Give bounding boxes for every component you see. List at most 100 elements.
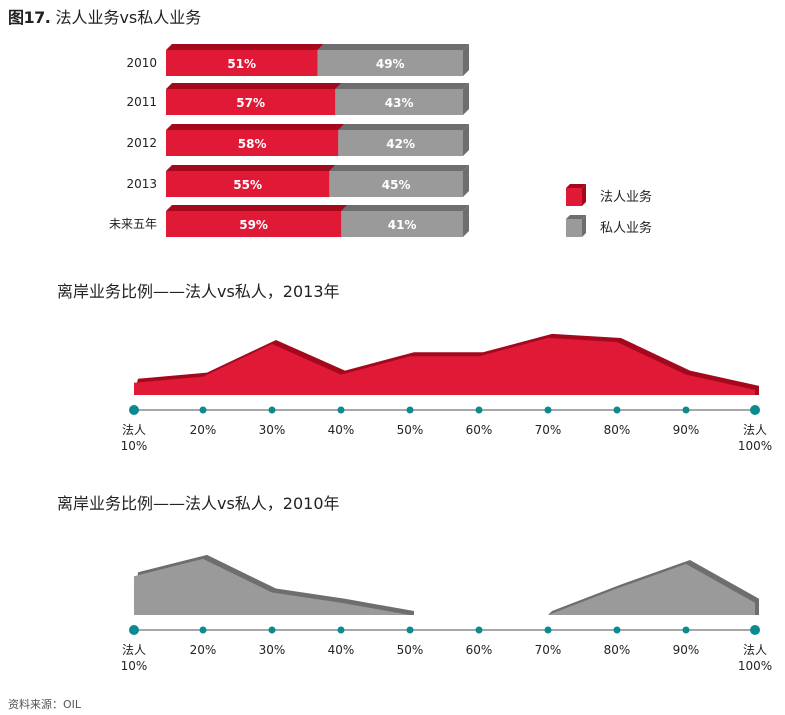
- bar-segment-top: [329, 165, 469, 171]
- axis-tick-label: 100%: [738, 439, 772, 453]
- axis-tick-dot: [682, 626, 690, 634]
- axis-tick-dot: [750, 405, 760, 415]
- bar-segment-side: [463, 205, 469, 237]
- bar-data-label: 41%: [388, 218, 417, 232]
- source-note: 资料来源：OIL: [8, 698, 82, 711]
- axis-tick-label: 80%: [604, 423, 631, 437]
- axis-tick-dot: [406, 626, 414, 634]
- legend-swatch-top: [566, 184, 586, 188]
- bar-segment-corporate: [166, 130, 339, 156]
- axis-tick-dot: [337, 626, 345, 634]
- bar-category-label: 2012: [126, 136, 157, 150]
- axis-tick-label: 60%: [466, 643, 493, 657]
- bar-segment-top: [341, 205, 469, 211]
- axis-tick-dot: [268, 626, 276, 634]
- axis-tick-label: 90%: [673, 423, 700, 437]
- bar-data-label: 51%: [227, 57, 256, 71]
- bar-data-label: 55%: [233, 178, 262, 192]
- legend-swatch-side: [582, 184, 586, 206]
- axis-tick-dot: [199, 406, 207, 414]
- bar-data-label: 57%: [236, 96, 265, 110]
- bar-category-label: 未来五年: [109, 217, 157, 231]
- axis-tick-label: 90%: [673, 643, 700, 657]
- axis-tick-dot: [406, 406, 414, 414]
- stacked-bar-chart: 2010 51% 49% 2011 57% 43% 2012 58% 42% 2013 55% 45%…: [109, 44, 652, 237]
- axis-tick-label: 40%: [328, 423, 355, 437]
- axis-tick-label: 70%: [535, 643, 562, 657]
- bar-segment-corporate: [166, 211, 342, 237]
- axis-tick-label: 10%: [121, 439, 148, 453]
- figure-title: 图17. 法人业务vs私人业务: [8, 4, 201, 28]
- area-chart-2013-title: 离岸业务比例——法人vs私人，2013年: [57, 282, 340, 301]
- bar-segment-top: [166, 165, 336, 171]
- axis-tick-label: 50%: [397, 643, 424, 657]
- legend-swatch-corporate: [566, 188, 582, 206]
- bar-category-label: 2013: [126, 177, 157, 191]
- axis-tick-label: 60%: [466, 423, 493, 437]
- bar-segment-side: [463, 165, 469, 197]
- area-chart-2010-title: 离岸业务比例——法人vs私人，2010年: [57, 494, 340, 513]
- bar-data-label: 42%: [386, 137, 415, 151]
- axis-tick-dot: [544, 626, 552, 634]
- bar-segment-top: [166, 83, 342, 89]
- axis-tick-dot: [682, 406, 690, 414]
- area-fill: [134, 337, 755, 395]
- bar-data-label: 45%: [382, 178, 411, 192]
- bar-segment-corporate: [166, 171, 330, 197]
- axis-tick-label: 100%: [738, 659, 772, 673]
- bar-segment-private: [335, 89, 463, 115]
- bar-segment-side: [463, 124, 469, 156]
- axis-tick-label: 70%: [535, 423, 562, 437]
- axis-tick-label: 法人: [122, 643, 146, 657]
- axis-tick-label: 10%: [121, 659, 148, 673]
- bar-category-label: 2010: [126, 56, 157, 70]
- axis-tick-label: 法人: [122, 423, 146, 437]
- area-chart-2013: 法人 10% 20% 30% 40% 50% 60% 70% 80% 90% 法人 100%: [121, 333, 772, 453]
- bar-segment-corporate: [166, 50, 318, 76]
- legend-swatch-side: [582, 215, 586, 237]
- bar-segment-private: [329, 171, 463, 197]
- axis-tick-dot: [544, 406, 552, 414]
- axis-tick-label: 20%: [190, 643, 217, 657]
- bar-data-label: 43%: [385, 96, 414, 110]
- axis-tick-label: 法人: [743, 423, 767, 437]
- axis-tick-dot: [199, 626, 207, 634]
- bar-segment-top: [335, 83, 469, 89]
- figure-title-text: 法人业务vs私人业务: [55, 8, 202, 27]
- bar-category-label: 2011: [126, 95, 157, 109]
- area-chart-2010: 法人 10% 20% 30% 40% 50% 60% 70% 80% 90% 法人 100%: [121, 554, 772, 673]
- bar-segment-top: [166, 205, 348, 211]
- axis-tick-label: 30%: [259, 643, 286, 657]
- bar-segment-top: [317, 44, 469, 50]
- bar-segment-private: [338, 130, 463, 156]
- axis-tick-label: 80%: [604, 643, 631, 657]
- bar-data-label: 58%: [238, 137, 267, 151]
- axis-tick-dot: [268, 406, 276, 414]
- bar-segment-side: [463, 83, 469, 115]
- axis-tick-dot: [750, 625, 760, 635]
- axis-tick-dot: [475, 406, 483, 414]
- axis-tick-label: 30%: [259, 423, 286, 437]
- bar-segment-corporate: [166, 89, 336, 115]
- area-fill: [548, 564, 755, 615]
- axis-tick-label: 40%: [328, 643, 355, 657]
- bar-data-label: 59%: [239, 218, 268, 232]
- legend-swatch-private: [566, 219, 582, 237]
- bar-segment-top: [166, 124, 345, 130]
- bar-segment-top: [166, 44, 324, 50]
- axis-tick-dot: [129, 405, 139, 415]
- axis-tick-dot: [337, 406, 345, 414]
- axis-tick-dot: [475, 626, 483, 634]
- legend-label: 私人业务: [600, 220, 652, 236]
- bar-data-label: 49%: [376, 57, 405, 71]
- area-fill: [134, 558, 410, 615]
- legend-swatch-top: [566, 215, 586, 219]
- axis-tick-dot: [613, 626, 621, 634]
- figure-number: 图17.: [8, 8, 51, 27]
- axis-tick-label: 20%: [190, 423, 217, 437]
- axis-tick-label: 50%: [397, 423, 424, 437]
- bar-segment-top: [338, 124, 469, 130]
- axis-tick-dot: [613, 406, 621, 414]
- legend-label: 法人业务: [600, 189, 652, 205]
- axis-tick-label: 法人: [743, 643, 767, 657]
